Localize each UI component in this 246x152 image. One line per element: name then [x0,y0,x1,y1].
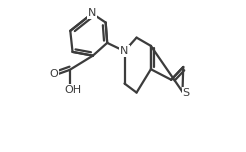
Text: S: S [183,88,190,98]
Text: N: N [88,8,96,18]
Text: N: N [120,46,129,56]
Text: O: O [49,69,58,79]
Text: OH: OH [65,85,82,95]
